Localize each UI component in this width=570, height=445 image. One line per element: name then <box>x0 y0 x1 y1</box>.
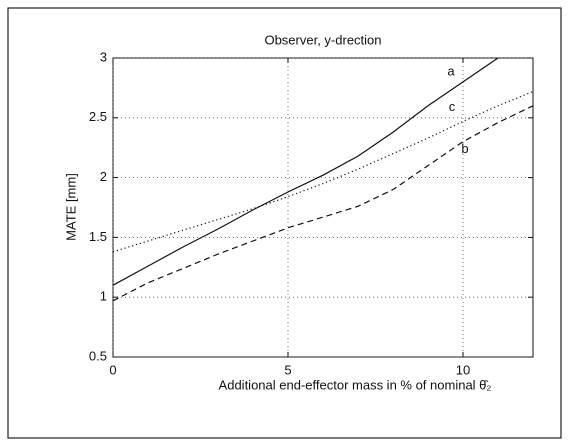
series-line <box>113 58 499 286</box>
y-tick-label: 2.5 <box>89 109 107 124</box>
chart-title: Observer, y-drection <box>264 32 381 47</box>
series-label: c <box>449 99 456 114</box>
frame <box>7 7 562 439</box>
plot-area <box>112 57 534 358</box>
series-line <box>113 105 533 302</box>
y-tick-label: 1.5 <box>89 229 107 244</box>
y-axis-label: MATE [mm] <box>63 173 78 241</box>
x-tick-label: 0 <box>109 362 116 377</box>
x-tick-label: 10 <box>456 362 470 377</box>
y-tick-label: 1 <box>100 289 107 304</box>
x-tick-label: 5 <box>284 362 291 377</box>
series-label: a <box>447 63 455 78</box>
y-tick-label: 0.5 <box>89 348 107 363</box>
y-tick-label: 2 <box>100 169 107 184</box>
plot-lines <box>113 58 533 302</box>
series-label: b <box>461 141 468 156</box>
x-axis-label: Additional end-effector mass in % of nom… <box>219 377 492 392</box>
y-tick-label: 3 <box>100 49 107 64</box>
series-line <box>113 90 533 253</box>
